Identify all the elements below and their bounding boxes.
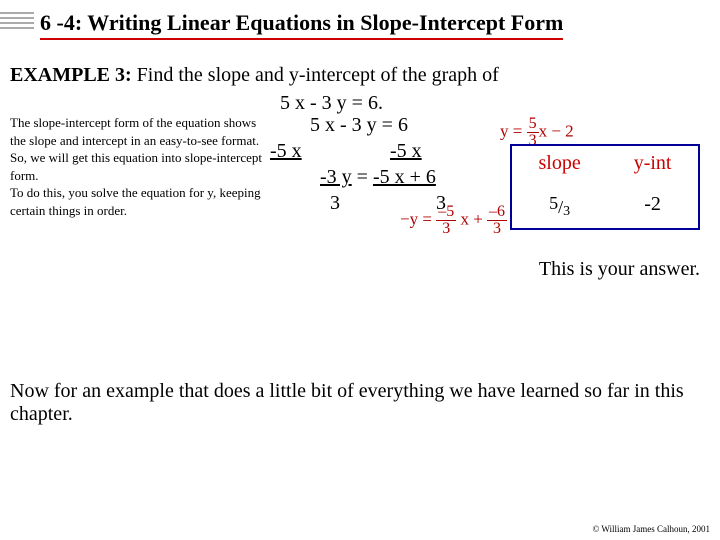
slope-value: 5/3 — [549, 193, 570, 220]
page-title: 6 -4: Writing Linear Equations in Slope-… — [40, 10, 563, 40]
example-text: Find the slope and y-intercept of the gr… — [137, 64, 499, 86]
explanation-text: The slope-intercept form of the equation… — [10, 114, 265, 219]
result-equation-2: −y = –53 x + –63 — [400, 204, 507, 237]
answer-text: This is your answer. — [539, 258, 700, 281]
work-line-3: -3 y = -5 x + 6 — [320, 164, 456, 190]
work-sub-right: -5 x — [390, 138, 422, 164]
copyright-text: © William James Calhoun, 2001 — [592, 524, 710, 534]
answer-box: slope y-int 5/3 -2 — [510, 144, 700, 230]
title-row: 6 -4: Writing Linear Equations in Slope-… — [0, 10, 720, 40]
slope-label: slope — [539, 152, 581, 175]
work-sub-left: -5 x — [270, 138, 350, 164]
eq1-prefix: y = — [500, 121, 527, 140]
title-stripes — [0, 12, 34, 32]
closing-text: Now for an example that does a little bi… — [10, 380, 710, 426]
box-header-row: slope y-int — [512, 152, 698, 175]
work-steps: 5 x - 3 y = 6 -5 x -5 x -3 y = -5 x + 6 … — [270, 112, 456, 216]
work-line-1: 5 x - 3 y = 6 — [310, 112, 456, 138]
example-line: EXAMPLE 3: Find the slope and y-intercep… — [10, 64, 499, 87]
eq2-fraction-1: –53 — [436, 204, 456, 237]
work-subtract-row: -5 x -5 x — [270, 138, 456, 164]
example-label: EXAMPLE 3: — [10, 64, 132, 86]
eq2-prefix: −y = — [400, 209, 436, 228]
work-l3-left: -3 y — [320, 166, 352, 188]
yint-value: -2 — [644, 193, 661, 220]
eq2-fraction-2: –63 — [487, 204, 507, 237]
work-l3-right: -5 x + 6 — [373, 166, 436, 188]
eq2-mid: x + — [456, 209, 487, 228]
yint-label: y-int — [634, 152, 672, 175]
eq1-suffix: x − 2 — [539, 121, 574, 140]
work-div-left: 3 — [320, 190, 350, 216]
box-value-row: 5/3 -2 — [512, 193, 698, 220]
